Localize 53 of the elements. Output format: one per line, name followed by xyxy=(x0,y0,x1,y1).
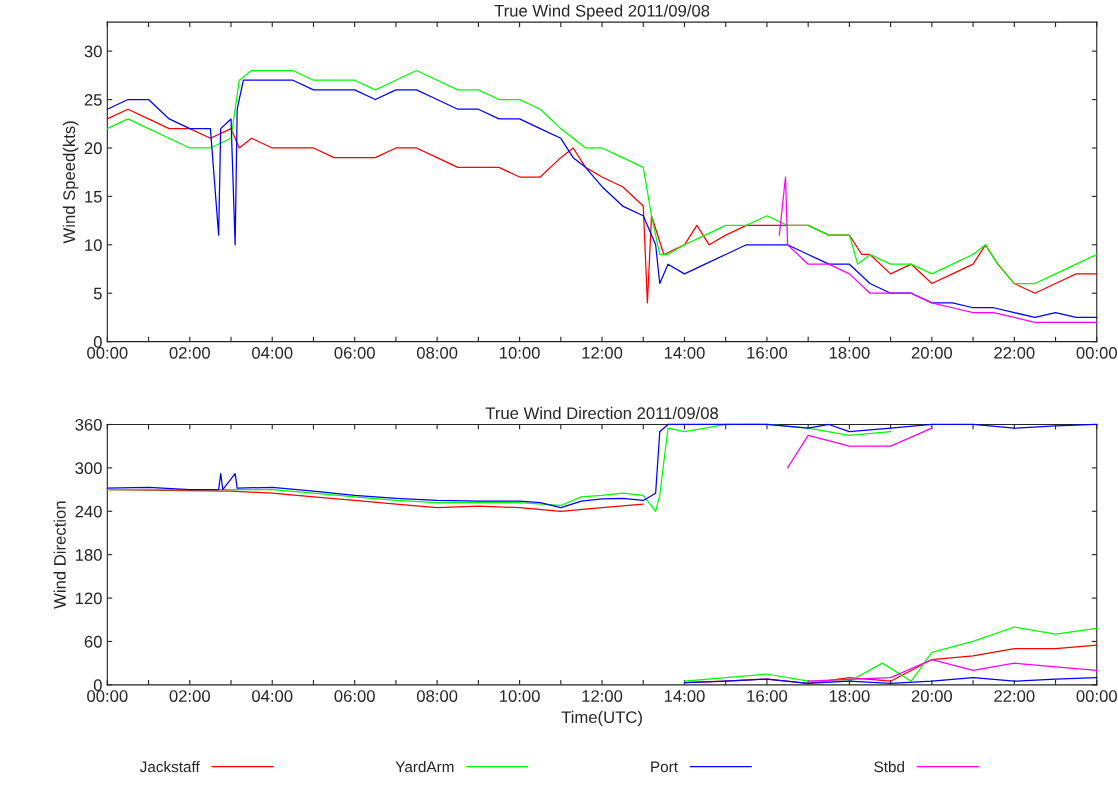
x-tick-label: 00:00 xyxy=(1076,346,1117,359)
line-series xyxy=(106,69,1098,285)
x-tick-label: 06:00 xyxy=(334,690,375,702)
x-tick-label: 00:00 xyxy=(87,346,128,359)
x-tick-label: 06:00 xyxy=(334,346,375,359)
x-tick-label: 20:00 xyxy=(911,346,953,359)
x-tick-label: 00:00 xyxy=(87,690,128,702)
chart-title: True Wind Direction 2011/09/08 xyxy=(485,406,719,420)
legend-label: Jackstaff xyxy=(139,761,200,773)
x-tick-label: 02:00 xyxy=(169,346,210,359)
x-tick-label: 02:00 xyxy=(169,690,210,702)
x-tick-label: 10:00 xyxy=(500,690,540,702)
line-series xyxy=(106,79,1098,319)
x-tick-label: 18:00 xyxy=(829,690,870,702)
legend-label: YardArm xyxy=(395,761,454,773)
y-tick-label: 300 xyxy=(75,462,102,475)
x-tick-label: 12:00 xyxy=(582,346,623,359)
y-axis-title: Wind Direction xyxy=(53,501,66,609)
x-tick-label: 18:00 xyxy=(829,346,870,359)
x-tick-label: 14:00 xyxy=(664,346,705,359)
line-series xyxy=(778,176,1098,323)
line-series xyxy=(106,108,1098,304)
y-tick-label: 0 xyxy=(93,336,102,348)
x-tick-label: 08:00 xyxy=(416,346,458,359)
legend-label: Stbd xyxy=(874,761,904,773)
y-tick-label: 120 xyxy=(75,592,102,605)
y-tick-label: 180 xyxy=(75,549,102,561)
y-axis-title: Wind Speed(kts) xyxy=(62,121,79,244)
y-tick-label: 360 xyxy=(75,418,102,431)
x-tick-label: 22:00 xyxy=(994,690,1035,702)
y-tick-label: 60 xyxy=(84,635,102,648)
x-tick-label: 08:00 xyxy=(416,690,458,702)
chart-title: True Wind Speed 2011/09/08 xyxy=(494,4,710,20)
y-tick-label: 15 xyxy=(85,190,102,203)
y-tick-label: 10 xyxy=(85,239,102,252)
x-tick-label: 14:00 xyxy=(664,690,705,702)
y-tick-label: 20 xyxy=(84,142,102,155)
y-tick-label: 0 xyxy=(93,679,102,692)
x-tick-label: 00:00 xyxy=(1076,690,1117,702)
x-tick-label: 10:00 xyxy=(500,346,540,359)
y-tick-label: 240 xyxy=(75,505,102,518)
y-tick-label: 25 xyxy=(84,93,102,106)
x-axis-title: Time(UTC) xyxy=(561,710,642,727)
x-tick-label: 20:00 xyxy=(911,690,953,702)
x-tick-label: 12:00 xyxy=(582,690,623,702)
y-tick-label: 30 xyxy=(84,45,102,58)
x-tick-label: 04:00 xyxy=(252,346,293,359)
x-tick-label: 04:00 xyxy=(252,690,293,702)
x-tick-label: 16:00 xyxy=(747,346,788,359)
legend-label: Port xyxy=(651,761,678,773)
x-tick-label: 22:00 xyxy=(994,346,1035,359)
y-tick-label: 5 xyxy=(93,287,102,300)
x-tick-label: 16:00 xyxy=(747,690,788,702)
